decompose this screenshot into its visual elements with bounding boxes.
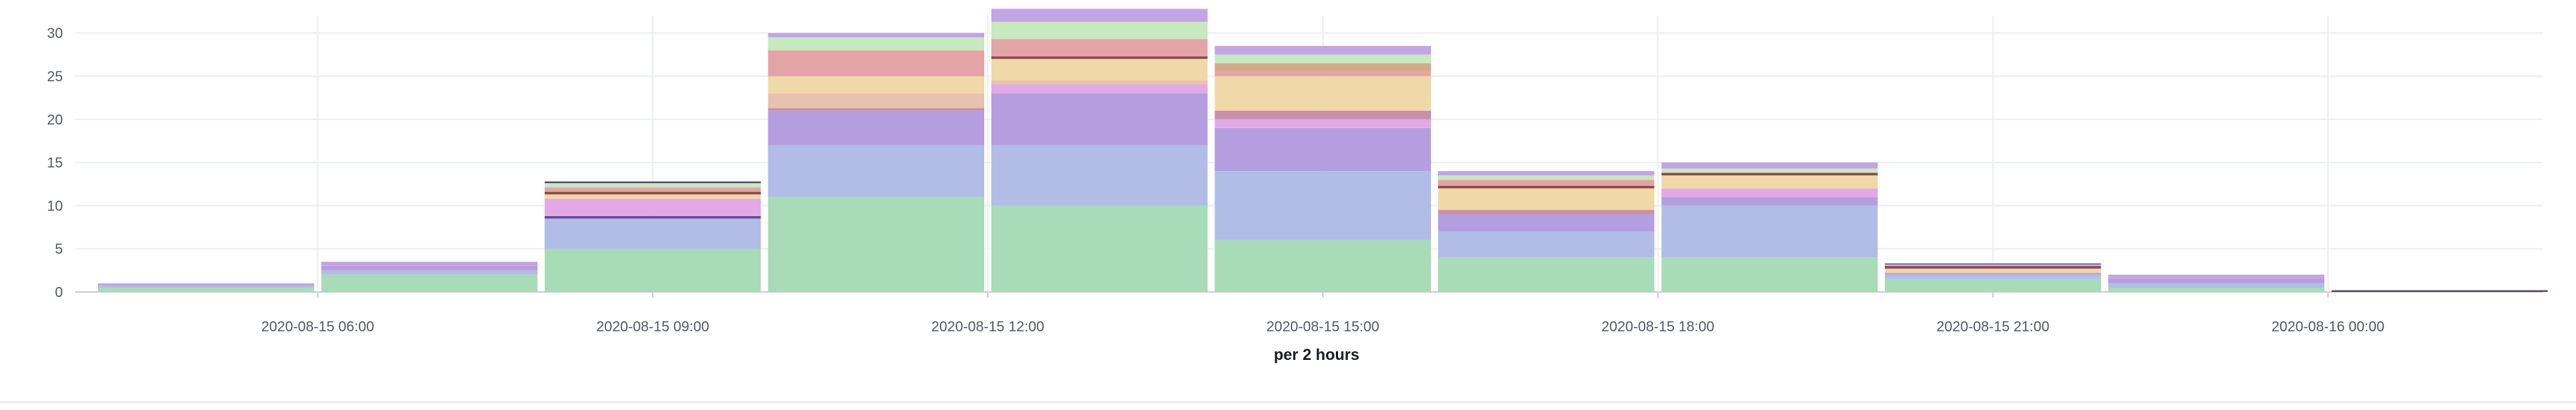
bar-segment[interactable] (1214, 171, 1432, 240)
bar-segment[interactable] (1661, 162, 1878, 169)
y-tick-label: 25 (47, 69, 63, 84)
bar-segment[interactable] (991, 56, 1208, 59)
bar-segment[interactable] (2108, 287, 2325, 292)
bar-segment[interactable] (991, 9, 1208, 22)
bar-segment[interactable] (1214, 46, 1432, 55)
bar-segment[interactable] (991, 205, 1208, 292)
panel-divider (0, 401, 2576, 404)
bar-segment[interactable] (545, 218, 761, 249)
bar-segment[interactable] (1214, 76, 1432, 111)
bar-segment[interactable] (1661, 188, 1878, 197)
bar-segment[interactable] (321, 265, 538, 270)
bar-segment[interactable] (1885, 274, 2101, 279)
bar-segment[interactable] (1885, 263, 2101, 265)
bar-segment[interactable] (768, 145, 985, 197)
y-tick-label: 10 (47, 198, 63, 214)
bar-segment[interactable] (768, 76, 985, 94)
bar-segment[interactable] (1661, 172, 1878, 176)
bar-segment[interactable] (1438, 180, 1655, 186)
bar-segment[interactable] (1885, 264, 2101, 266)
bar-segment[interactable] (545, 187, 761, 192)
bar-segment[interactable] (1214, 54, 1432, 64)
bar-segment[interactable] (321, 274, 538, 292)
bar-segment[interactable] (2332, 290, 2548, 292)
bar-segment[interactable] (768, 110, 985, 145)
bar-segment[interactable] (991, 80, 1208, 85)
x-tick-label: 2020-08-15 15:00 (1267, 319, 1379, 335)
y-tick-label: 20 (47, 112, 63, 128)
x-tick-label: 2020-08-15 06:00 (262, 319, 375, 335)
bar-segment[interactable] (1661, 168, 1878, 173)
bar-segment[interactable] (1661, 175, 1878, 189)
bar-segment[interactable] (545, 192, 761, 195)
bar-segment[interactable] (1661, 205, 1878, 258)
x-tick-label: 2020-08-15 09:00 (596, 319, 709, 335)
bar-segment[interactable] (991, 145, 1208, 206)
bar-segment[interactable] (1885, 268, 2101, 273)
x-tick-label: 2020-08-16 00:00 (2272, 319, 2384, 335)
bar-segment[interactable] (545, 194, 761, 199)
bar-segment[interactable] (991, 84, 1208, 94)
bar-segment[interactable] (1661, 197, 1878, 206)
bar-segment[interactable] (545, 215, 761, 219)
bar-segment[interactable] (991, 39, 1208, 57)
bar-segment[interactable] (1214, 127, 1432, 172)
bar-segment[interactable] (2108, 278, 2325, 283)
bar-segment[interactable] (1214, 63, 1432, 72)
bar-segment[interactable] (1438, 214, 1655, 232)
bar-segment[interactable] (98, 283, 314, 286)
bar-segment[interactable] (1661, 257, 1878, 292)
y-tick-label: 5 (55, 242, 63, 258)
bar-segment[interactable] (1885, 278, 2101, 292)
bar-segment[interactable] (1214, 240, 1432, 292)
bar-segment[interactable] (545, 198, 761, 216)
bar-segment[interactable] (321, 270, 538, 275)
bar-segment[interactable] (991, 59, 1208, 81)
bar-segment[interactable] (1438, 257, 1655, 292)
bar-segment[interactable] (98, 285, 314, 288)
bar-segment[interactable] (1438, 188, 1655, 210)
bar-segment[interactable] (545, 181, 761, 184)
bar-segment[interactable] (1885, 273, 2101, 275)
bar-segment[interactable] (1214, 119, 1432, 128)
bar-segment[interactable] (768, 33, 985, 38)
bar-segment[interactable] (768, 93, 985, 109)
x-tick-label: 2020-08-15 12:00 (931, 319, 1044, 335)
y-tick-label: 30 (47, 26, 63, 42)
bar-segment[interactable] (1885, 265, 2101, 269)
y-tick-label: 0 (55, 285, 63, 301)
x-tick-label: 2020-08-15 21:00 (1936, 319, 2049, 335)
x-tick-label: 2020-08-15 18:00 (1602, 319, 1715, 335)
bar-segment[interactable] (321, 261, 538, 266)
bar-segment[interactable] (545, 248, 761, 292)
x-axis-title: per 2 hours (1274, 346, 1359, 363)
bar-segment[interactable] (768, 50, 985, 77)
bar-segment[interactable] (1214, 72, 1432, 77)
y-tick-label: 15 (47, 155, 63, 171)
bar-segment[interactable] (1438, 175, 1655, 180)
bar-segment[interactable] (1438, 185, 1655, 189)
bar-segment[interactable] (768, 108, 985, 111)
bar-segment[interactable] (2108, 274, 2325, 279)
bar-segment[interactable] (545, 183, 761, 188)
bar-segment[interactable] (2108, 283, 2325, 288)
bar-segment[interactable] (1438, 210, 1655, 215)
bar-segment[interactable] (991, 93, 1208, 145)
bar-segment[interactable] (98, 287, 314, 292)
bars-layer (98, 9, 2548, 292)
bar-segment[interactable] (1438, 231, 1655, 258)
bar-segment[interactable] (991, 21, 1208, 39)
bar-segment[interactable] (1438, 171, 1655, 176)
bar-segment[interactable] (1214, 110, 1432, 119)
bar-segment[interactable] (768, 197, 985, 292)
axis-layer: 0 5 10 15 20 25 30 2020-08-15 06:00 2020-08-15 0… (47, 26, 2384, 335)
bar-segment[interactable] (768, 37, 985, 51)
